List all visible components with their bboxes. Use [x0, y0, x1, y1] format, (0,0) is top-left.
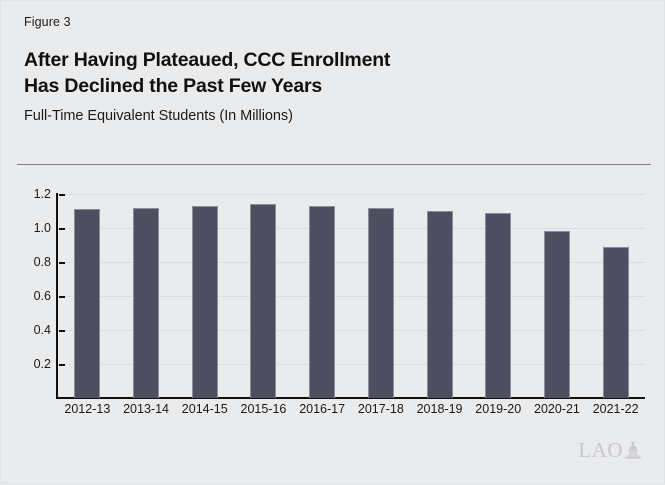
- chart-title-line-1: After Having Plateaued, CCC Enrollment: [24, 49, 391, 71]
- x-axis-tick-label: 2021-22: [592, 402, 639, 416]
- figure-header: Figure 3 After Having Plateaued, CCC Enr…: [24, 15, 644, 126]
- x-axis-tick-labels: 2012-13 2013-14 2014-15 2015-16 2016-17 2017-…: [58, 403, 645, 421]
- bar-slot: [117, 194, 176, 398]
- gridline: [58, 228, 645, 229]
- bar: [426, 211, 453, 398]
- x-axis-tick-label: 2016-17: [299, 402, 346, 416]
- bar-series: [58, 194, 645, 398]
- lao-wordmark: LAO: [578, 438, 623, 462]
- x-axis-tick-label: 2019-20: [475, 402, 522, 416]
- y-axis-tick-label: 0.8: [33, 255, 51, 269]
- chart-subtitle: Full-Time Equivalent Students (In Millio…: [24, 107, 293, 124]
- gridline: [58, 330, 645, 331]
- x-axis-tick-label: 2014-15: [181, 402, 228, 416]
- x-axis-tick-label: 2020-21: [534, 402, 580, 416]
- x-axis-tick-label: 2012-13: [64, 402, 111, 416]
- x-axis-tick-label: 2017-18: [357, 402, 404, 416]
- bar-slot: [293, 194, 352, 398]
- chart-title-line-2: Has Declined the Past Few Years: [24, 74, 323, 97]
- bar-slot: [352, 194, 411, 398]
- gridline: [58, 364, 645, 365]
- y-axis-tick-label: 0.2: [33, 357, 51, 371]
- y-axis-tick-label: 0.4: [33, 323, 51, 337]
- chart-plot-area: [58, 194, 645, 398]
- bar: [543, 231, 570, 398]
- bar: [250, 204, 277, 398]
- bar: [602, 246, 629, 398]
- header-divider: [17, 164, 651, 165]
- gridline: [58, 262, 645, 263]
- bar: [133, 207, 160, 398]
- bar: [191, 205, 218, 398]
- x-axis-line: [56, 397, 645, 399]
- x-axis-tick-label: 2013-14: [123, 402, 169, 416]
- y-axis-line: [56, 193, 58, 399]
- bar: [485, 212, 512, 398]
- bar-slot: [410, 194, 469, 398]
- y-axis-tick-mark: [59, 228, 65, 230]
- y-axis-tick-label: 0.6: [33, 289, 51, 303]
- bar: [367, 207, 394, 398]
- y-axis-tick-mark: [59, 296, 65, 298]
- figure-number-label: Figure 3: [24, 15, 71, 29]
- bar: [309, 205, 336, 398]
- y-axis-tick-labels: 1.2 1.0 0.8 0.6 0.4 0.2: [9, 1, 65, 485]
- gridline: [58, 296, 645, 297]
- y-axis-tick-label: 1.2: [33, 187, 51, 201]
- x-axis-tick-label: 2018-19: [416, 402, 463, 416]
- bar-slot: [586, 194, 645, 398]
- bar-slot: [528, 194, 587, 398]
- y-axis-tick-mark: [59, 262, 65, 264]
- x-axis-tick-label: 2015-16: [240, 402, 287, 416]
- gridline: [58, 194, 645, 195]
- bar-slot: [175, 194, 234, 398]
- y-axis-tick-mark: [59, 330, 65, 332]
- bar-slot: [58, 194, 117, 398]
- y-axis-tick-label: 1.0: [33, 221, 51, 235]
- lao-logo: LAO: [578, 440, 642, 461]
- y-axis-tick-mark: [59, 194, 65, 196]
- y-axis-tick-mark: [59, 364, 65, 366]
- bar-slot: [469, 194, 528, 398]
- bar: [74, 209, 101, 398]
- page-title: After Having Plateaued, CCC Enrollment H…: [24, 48, 644, 100]
- capitol-dome-icon: [624, 441, 642, 459]
- bar-slot: [234, 194, 293, 398]
